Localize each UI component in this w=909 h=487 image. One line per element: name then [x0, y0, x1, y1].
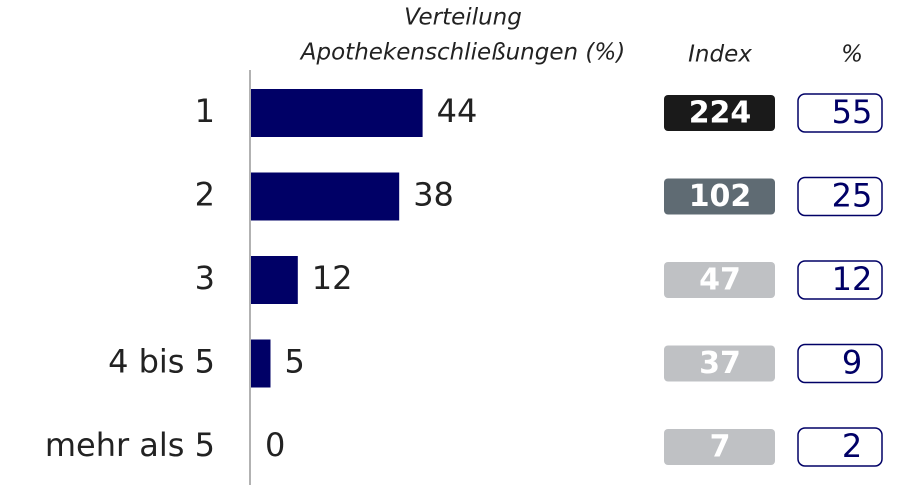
index-box [664, 178, 775, 215]
category-label: 4 bis 5 [108, 343, 215, 381]
value-label: 38 [413, 176, 454, 214]
bar [251, 339, 271, 388]
index-value: 37 [699, 346, 741, 381]
column-header: % [841, 42, 863, 68]
bar [251, 256, 298, 304]
index-value: 102 [689, 179, 752, 214]
chart-title: Verteilung [404, 5, 522, 31]
category-label: 2 [195, 176, 215, 214]
index-value: 7 [710, 430, 731, 465]
category-label: 1 [195, 92, 215, 130]
value-label: 44 [437, 92, 478, 130]
index-box [664, 345, 775, 382]
percent-box [797, 93, 883, 133]
bar [251, 89, 423, 137]
column-header: Index [688, 42, 752, 68]
category-label: mehr als 5 [45, 426, 215, 464]
percent-value: 12 [832, 260, 873, 298]
index-box [664, 95, 775, 131]
chart-title: Apothekenschließungen (%) [299, 40, 625, 66]
percent-box [797, 427, 883, 467]
value-label: 0 [265, 426, 285, 464]
percent-value: 2 [842, 427, 862, 465]
percent-box [797, 260, 883, 300]
index-box [664, 262, 775, 298]
index-value: 224 [689, 96, 752, 131]
percent-value: 25 [832, 177, 873, 215]
bar [251, 172, 400, 221]
value-label: 12 [312, 259, 353, 297]
percent-box [797, 343, 883, 384]
category-label: 3 [195, 259, 215, 297]
index-value: 47 [699, 263, 741, 298]
percent-value: 9 [842, 344, 862, 382]
percent-value: 55 [832, 93, 873, 131]
percent-box [797, 176, 883, 217]
value-label: 5 [285, 343, 305, 381]
index-box [664, 429, 775, 465]
